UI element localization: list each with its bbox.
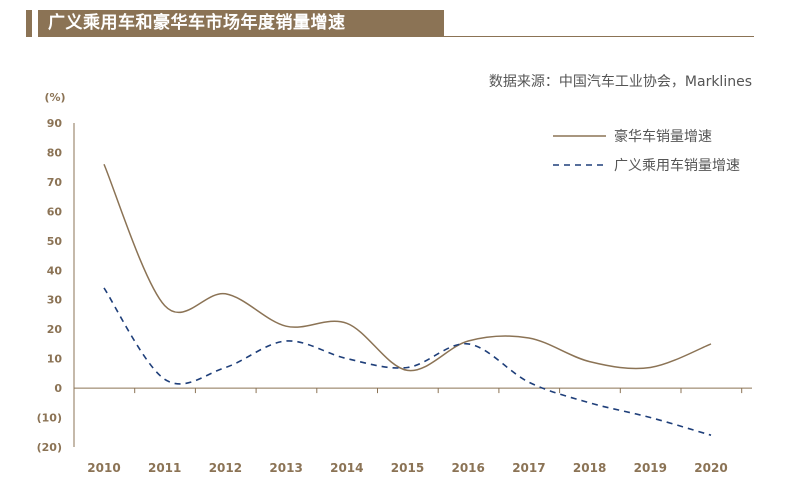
title-banner: 广义乘用车和豪华车市场年度销量增速: [26, 10, 444, 37]
x-tick-label: 2020: [694, 461, 727, 475]
x-tick-label: 2014: [330, 461, 363, 475]
y-tick-label: 50: [47, 235, 63, 248]
y-tick-label: 30: [47, 294, 63, 307]
x-tick-label: 2019: [634, 461, 667, 475]
series-line-passenger: [103, 287, 712, 436]
page-title: 广义乘用车和豪华车市场年度销量增速: [48, 13, 346, 33]
legend-label: 豪华车销量增速: [614, 128, 712, 145]
chart-series: [103, 163, 712, 436]
data-source: 数据来源：中国汽车工业协会，Marklines: [488, 74, 752, 90]
y-tick-label: 20: [47, 323, 63, 336]
y-tick-label: 70: [47, 176, 63, 189]
y-tick-label: (20): [37, 441, 62, 454]
y-tick-label: 80: [47, 146, 63, 159]
legend-label: 广义乘用车销量增速: [614, 157, 740, 174]
x-tick-label: 2015: [391, 461, 424, 475]
y-tick-label: 0: [54, 382, 62, 395]
x-tick-label: 2018: [573, 461, 606, 475]
x-tick-label: 2016: [451, 461, 484, 475]
y-tick-label: 60: [47, 205, 63, 218]
x-tick-label: 2013: [269, 461, 302, 475]
x-tick-label: 2012: [209, 461, 242, 475]
title-background: [38, 10, 444, 37]
series-line-luxury: [103, 163, 712, 372]
title-underline: [444, 36, 754, 37]
x-tick-label: 2017: [512, 461, 545, 475]
title-accent-bar: [26, 10, 32, 37]
x-tick-label: 2011: [148, 461, 181, 475]
y-tick-label: 10: [47, 353, 63, 366]
y-tick-label: 90: [47, 117, 63, 130]
x-tick-label: 2010: [87, 461, 120, 475]
y-tick-label: 40: [47, 264, 63, 277]
y-unit-label: (%): [44, 91, 65, 104]
y-tick-label: (10): [37, 412, 62, 425]
